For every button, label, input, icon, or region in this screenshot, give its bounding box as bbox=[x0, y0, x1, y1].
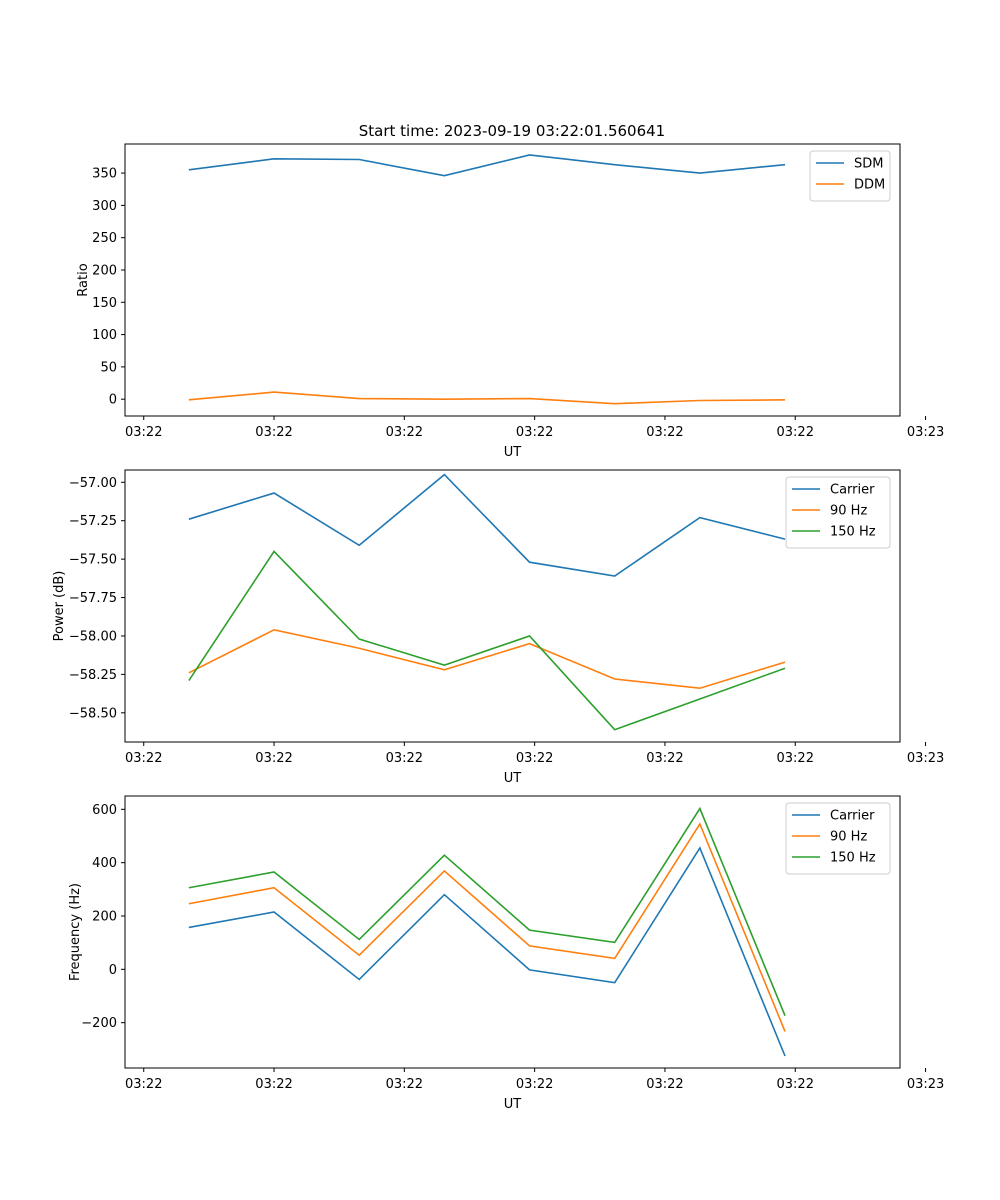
x-tick-label: 03:22 bbox=[386, 1077, 423, 1092]
x-tick-label: 03:23 bbox=[907, 751, 944, 766]
y-axis-label: Power (dB) bbox=[52, 571, 67, 642]
y-tick-label: 150 bbox=[92, 296, 117, 311]
x-tick-label: 03:22 bbox=[777, 751, 814, 766]
axes-frame bbox=[124, 143, 901, 417]
ratio-panel: 03:22 03:22 03:22 03:22 03:22 03:22 03:23 UT 0 50… bbox=[76, 143, 944, 460]
y-tick-label: −58.25 bbox=[69, 668, 117, 683]
legend-label: 150 Hz bbox=[830, 851, 876, 866]
y-tick-label: 100 bbox=[92, 328, 117, 343]
y-tick-label: 200 bbox=[92, 910, 117, 925]
series-line-90-hz bbox=[188, 822, 786, 1032]
x-tick-label: 03:22 bbox=[386, 751, 423, 766]
axes-frame bbox=[124, 795, 901, 1069]
legend-label: Carrier bbox=[830, 809, 875, 824]
y-tick-label: −57.25 bbox=[69, 514, 117, 529]
x-tick-label: 03:22 bbox=[125, 751, 162, 766]
y-tick-label: 0 bbox=[109, 963, 117, 978]
series-line-90-hz bbox=[188, 628, 786, 690]
axes-frame bbox=[124, 469, 901, 743]
x-tick-label: 03:22 bbox=[255, 425, 292, 440]
series-line-carrier bbox=[188, 846, 786, 1057]
legend-label: 150 Hz bbox=[830, 525, 876, 540]
y-tick-label: 400 bbox=[92, 856, 117, 871]
legend-label: Carrier bbox=[830, 483, 875, 498]
x-tick-label: 03:22 bbox=[516, 751, 553, 766]
y-tick-label: −57.00 bbox=[69, 476, 117, 491]
series-line-150-hz bbox=[188, 550, 786, 731]
chart-title: Start time: 2023-09-19 03:22:01.560641 bbox=[359, 122, 665, 140]
x-tick-label: 03:22 bbox=[646, 751, 683, 766]
x-tick-label: 03:22 bbox=[777, 425, 814, 440]
y-tick-label: 250 bbox=[92, 231, 117, 246]
series-line-150-hz bbox=[188, 806, 786, 1017]
y-tick-label: −57.75 bbox=[69, 591, 117, 606]
x-tick-label: 03:22 bbox=[255, 1077, 292, 1092]
x-axis-label: UT bbox=[504, 1097, 522, 1112]
y-axis-label: Ratio bbox=[76, 263, 91, 296]
y-tick-label: 200 bbox=[92, 263, 117, 278]
legend-label: 90 Hz bbox=[830, 504, 867, 519]
frequency-panel: 03:22 03:22 03:22 03:22 03:22 03:22 03:23 UT 600… bbox=[68, 795, 944, 1112]
x-tick-label: 03:22 bbox=[777, 1077, 814, 1092]
power-panel: 03:22 03:22 03:22 03:22 03:22 03:22 03:23 UT −57… bbox=[52, 469, 944, 786]
x-tick-label: 03:22 bbox=[646, 1077, 683, 1092]
y-tick-label: −200 bbox=[81, 1016, 117, 1031]
x-tick-label: 03:22 bbox=[125, 1077, 162, 1092]
y-tick-label: 50 bbox=[100, 360, 117, 375]
y-tick-label: 350 bbox=[92, 167, 117, 182]
y-tick-label: 600 bbox=[92, 803, 117, 818]
x-tick-label: 03:22 bbox=[516, 425, 553, 440]
x-tick-label: 03:22 bbox=[516, 1077, 553, 1092]
legend-label: 90 Hz bbox=[830, 830, 867, 845]
y-axis-label: Frequency (Hz) bbox=[68, 883, 83, 981]
series-line-sdm bbox=[188, 154, 786, 177]
x-tick-label: 03:22 bbox=[386, 425, 423, 440]
y-tick-label: −58.00 bbox=[69, 629, 117, 644]
x-tick-label: 03:22 bbox=[125, 425, 162, 440]
legend-label: SDM bbox=[854, 157, 883, 172]
y-tick-label: −58.50 bbox=[69, 706, 117, 721]
series-line-ddm bbox=[188, 391, 786, 405]
x-tick-label: 03:23 bbox=[907, 425, 944, 440]
series-line-carrier bbox=[188, 473, 786, 577]
y-tick-label: 0 bbox=[109, 393, 117, 408]
x-tick-label: 03:22 bbox=[646, 425, 683, 440]
legend-label: DDM bbox=[854, 178, 885, 193]
y-tick-label: 300 bbox=[92, 199, 117, 214]
x-tick-label: 03:22 bbox=[255, 751, 292, 766]
x-axis-label: UT bbox=[504, 445, 522, 460]
y-tick-label: −57.50 bbox=[69, 553, 117, 568]
x-axis-label: UT bbox=[504, 771, 522, 786]
x-tick-label: 03:23 bbox=[907, 1077, 944, 1092]
